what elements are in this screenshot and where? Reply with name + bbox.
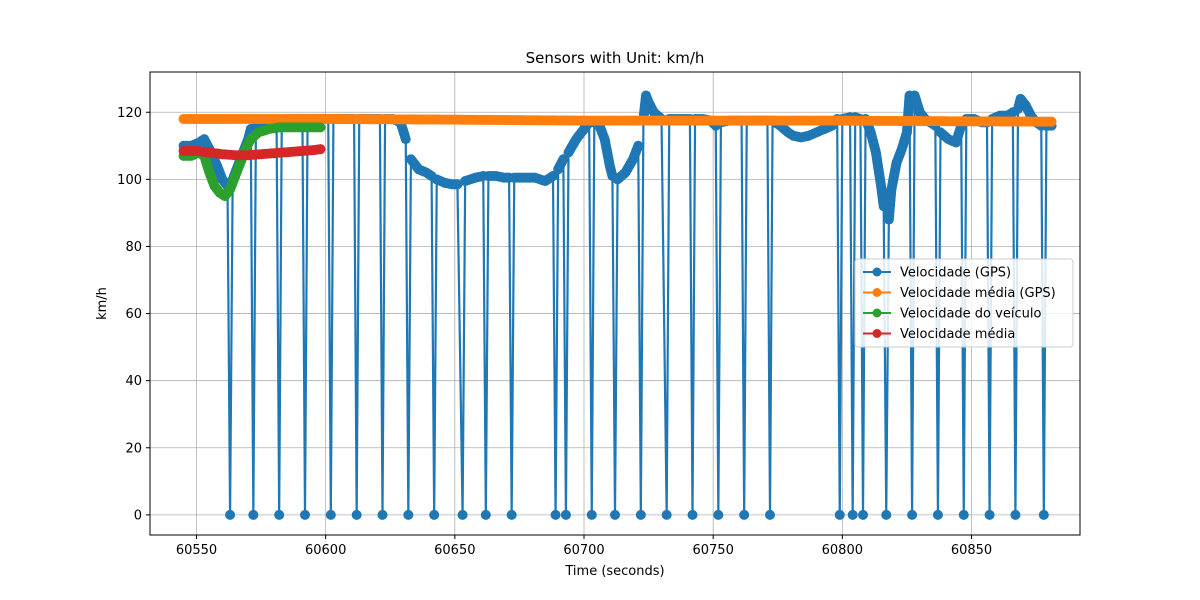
data-point — [248, 509, 259, 520]
legend-item: Velocidade média — [863, 327, 1015, 342]
data-point — [457, 509, 468, 520]
data-point — [739, 509, 750, 520]
x-tick-label: 60800 — [822, 543, 863, 558]
y-tick-label: 20 — [125, 441, 142, 456]
y-axis-ticks: 0 20 40 60 80 100 120 — [117, 106, 150, 523]
data-point — [834, 509, 845, 520]
data-point — [586, 509, 597, 520]
data-point — [377, 509, 388, 520]
x-axis-ticks: 60550 60600 60650 60700 60750 60800 60850 — [176, 535, 992, 558]
legend: Velocidade (GPS) Velocidade média (GPS) Ve… — [854, 258, 1074, 348]
data-point — [550, 509, 561, 520]
data-point — [506, 509, 517, 520]
y-tick-label: 100 — [117, 173, 142, 188]
x-tick-label: 60550 — [176, 543, 217, 558]
legend-swatch-marker — [872, 267, 882, 277]
data-point — [858, 509, 868, 520]
legend-swatch-marker — [872, 329, 882, 338]
legend-swatch-marker — [872, 308, 882, 318]
data-point — [351, 509, 362, 520]
data-point — [560, 509, 571, 520]
data-point — [847, 509, 858, 520]
x-tick-label: 60700 — [563, 543, 604, 558]
data-point — [452, 179, 463, 190]
x-axis-label: Time (seconds) — [564, 564, 664, 579]
data-point — [907, 509, 918, 520]
data-point — [480, 509, 491, 520]
y-tick-label: 60 — [125, 307, 142, 322]
data-point — [661, 509, 672, 520]
legend-swatch-marker — [872, 288, 882, 297]
series-4 — [178, 144, 326, 161]
x-tick-label: 60600 — [305, 543, 346, 558]
data-point — [635, 509, 646, 520]
y-tick-label: 0 — [134, 508, 142, 523]
data-point — [274, 509, 285, 520]
data-point — [1010, 509, 1021, 520]
data-point — [315, 144, 326, 155]
legend-item: Velocidade (GPS) — [863, 266, 1011, 281]
legend-label: Velocidade média — [900, 327, 1015, 342]
legend-box — [854, 258, 1074, 348]
data-point — [958, 509, 969, 520]
data-point — [403, 509, 414, 520]
y-tick-label: 40 — [125, 374, 142, 389]
data-point — [713, 509, 724, 520]
data-point — [633, 140, 644, 151]
data-point — [984, 509, 995, 520]
data-point — [300, 509, 310, 520]
y-tick-label: 80 — [125, 240, 142, 255]
plot-frame — [149, 71, 1081, 536]
data-point — [325, 509, 336, 520]
legend-label: Velocidade (GPS) — [900, 266, 1011, 281]
data-point — [765, 509, 775, 520]
data-point — [687, 509, 698, 520]
data-point — [315, 122, 326, 133]
data-point — [429, 509, 440, 520]
x-tick-label: 60750 — [692, 543, 733, 558]
legend-label: Velocidade média (GPS) — [900, 286, 1056, 301]
legend-item: Velocidade do veículo — [863, 307, 1041, 322]
data-point — [881, 509, 892, 520]
data-point — [225, 509, 236, 520]
x-tick-label: 60850 — [951, 543, 992, 558]
legend-label: Velocidade do veículo — [900, 307, 1041, 322]
chart-title: Sensors with Unit: km/h — [526, 49, 705, 67]
legend-item: Velocidade média (GPS) — [863, 286, 1056, 301]
series-markers — [178, 113, 1057, 127]
series-layer — [178, 90, 1057, 520]
data-point — [1038, 509, 1049, 520]
data-point — [932, 509, 943, 520]
y-axis-label: km/h — [95, 287, 110, 320]
series-markers — [178, 144, 326, 161]
data-point — [610, 509, 620, 520]
y-tick-label: 120 — [117, 106, 142, 121]
data-point — [1046, 116, 1057, 127]
x-tick-label: 60650 — [434, 543, 475, 558]
data-point — [400, 134, 411, 145]
series-2 — [178, 113, 1057, 127]
